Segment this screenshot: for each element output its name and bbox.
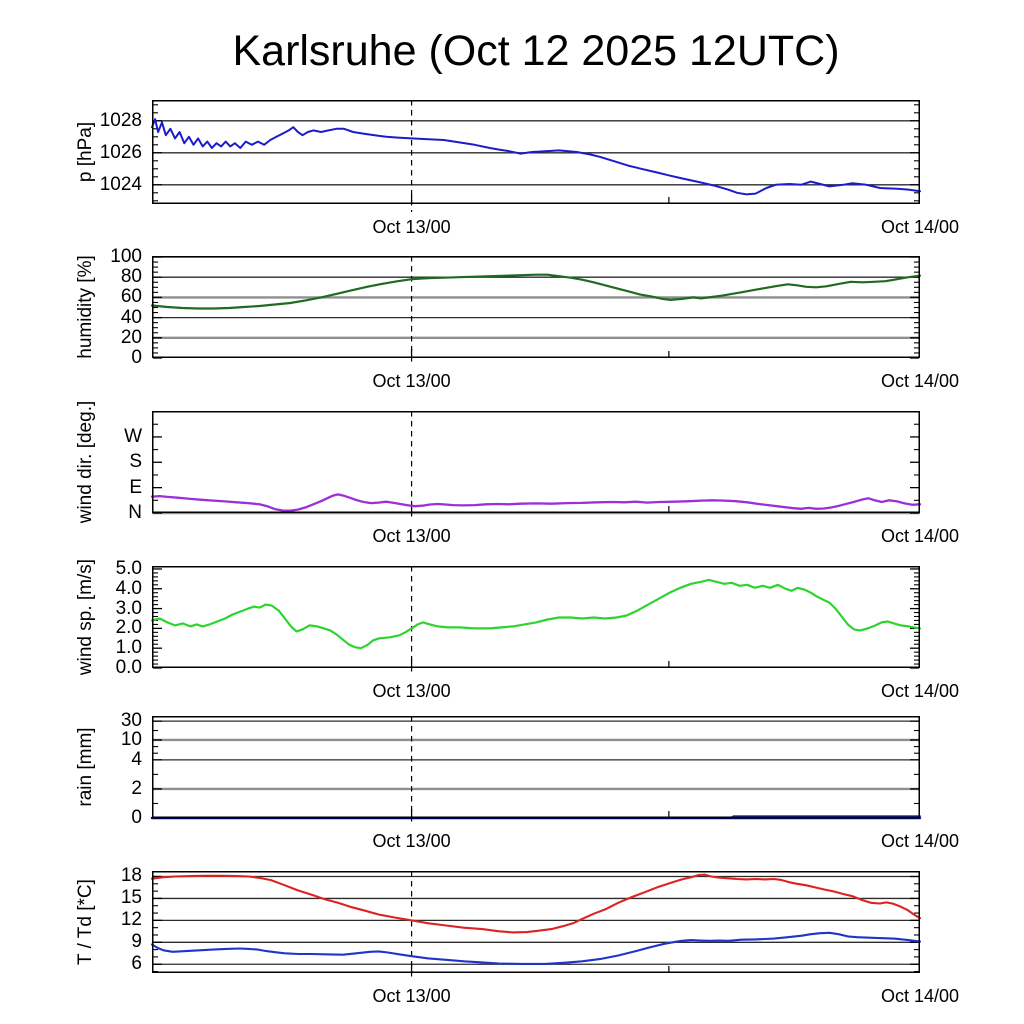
panel-rain-plot [150,716,922,826]
x-tick-label: Oct 13/00 [372,831,451,851]
x-tick-label: Oct 14/00 [880,371,960,391]
series-T [150,873,922,934]
panel-frame [152,256,920,358]
y-axis-label-temperature: T / Td [*C] [75,879,96,965]
y-tick-label-wind-speed: 5.0 [115,557,142,579]
panel-frame [152,411,920,513]
y-tick-label-pressure: 1028 [99,109,142,131]
y-tick-label-wind-direction: E [129,476,142,498]
y-tick-label-wind-speed: 4.0 [115,577,142,599]
x-tick-label: Oct 13/00 [372,217,451,237]
series-Td [150,931,922,965]
y-axis-label-humidity: humidity [%] [75,255,96,359]
y-tick-label-wind-speed: 3.0 [115,597,142,619]
panel-pressure-plot [151,100,921,212]
y-tick-label-humidity: 100 [110,246,142,267]
y-tick-label-rain: 30 [120,710,142,732]
x-tick-label: Oct 14/00 [880,526,960,546]
y-tick-label-wind-speed: 2.0 [115,617,142,639]
y-axis-label-wind-direction: wind dir. [deg.] [75,400,96,524]
panel-humidity-plot [150,256,922,366]
y-tick-label-wind-direction: S [129,451,142,473]
x-tick-label: Oct 13/00 [372,986,451,1006]
x-tick-label: Oct 14/00 [880,831,960,851]
y-tick-label-wind-speed: 0.0 [115,657,142,678]
y-tick-label-wind-speed: 1.0 [115,637,142,659]
panel-frame [152,566,920,668]
y-tick-label-pressure: 1024 [99,173,142,195]
series-wind-direction [150,493,922,512]
panel-wind-direction-plot [150,411,922,521]
panel-frame [152,871,920,973]
series-humidity [150,273,922,310]
panel-temperature-plot [150,871,922,981]
y-tick-label-wind-direction: N [128,502,142,523]
series-pressure [151,118,921,196]
y-tick-label-rain: 4 [131,748,142,770]
y-tick-label-temperature: 15 [120,887,142,909]
y-tick-label-temperature: 18 [120,865,142,887]
x-tick-label: Oct 14/00 [880,217,960,237]
chart-title: Karlsruhe (Oct 12 2025 12UTC) [232,27,840,75]
y-axis-label-rain: rain [mm] [75,727,96,807]
y-tick-label-humidity: 20 [120,326,142,348]
y-tick-label-pressure: 1026 [99,141,142,163]
panel-wind-speed-plot [150,566,922,676]
y-axis-label-pressure: p [hPa] [75,121,96,183]
x-tick-label: Oct 13/00 [372,371,451,391]
y-tick-label-humidity: 80 [120,266,142,288]
x-tick-label: Oct 14/00 [880,986,960,1006]
series-wind-speed [150,578,922,650]
y-tick-label-rain: 0 [131,807,142,828]
y-tick-label-rain: 2 [131,777,142,799]
y-tick-label-temperature: 9 [131,931,142,953]
panel-frame [152,716,920,818]
y-tick-label-wind-direction: W [124,425,142,447]
x-tick-label: Oct 13/00 [372,681,451,701]
y-tick-label-humidity: 40 [120,306,142,328]
panel-frame [152,100,920,204]
x-tick-label: Oct 13/00 [372,526,451,546]
y-tick-label-temperature: 12 [120,909,142,931]
y-tick-label-rain: 10 [120,728,142,750]
y-axis-label-wind-speed: wind sp. [m/s] [75,558,96,676]
y-tick-label-humidity: 60 [120,286,142,308]
y-tick-label-humidity: 0 [131,347,142,368]
y-tick-label-temperature: 6 [131,953,142,975]
x-tick-label: Oct 14/00 [880,681,960,701]
